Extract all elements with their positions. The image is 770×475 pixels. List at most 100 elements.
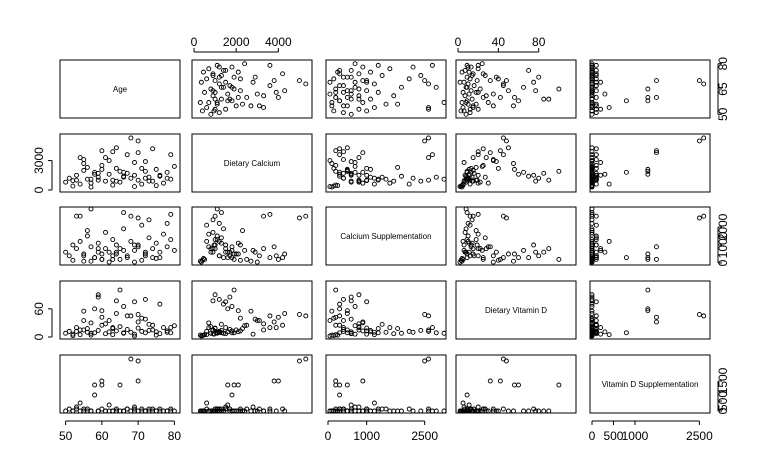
data-point: [589, 326, 595, 331]
data-point: [275, 314, 281, 320]
data-point: [337, 146, 343, 152]
data-point: [132, 160, 137, 165]
data-point: [202, 256, 207, 262]
data-point: [344, 94, 350, 100]
data-point: [341, 74, 346, 80]
data-point: [645, 86, 651, 92]
data-point: [495, 257, 501, 263]
data-point: [77, 400, 83, 406]
diagonal-label: Age: [113, 85, 128, 94]
data-point: [410, 175, 416, 181]
data-point: [103, 178, 108, 184]
data-point: [113, 298, 119, 304]
data-point: [598, 106, 604, 112]
data-point: [593, 83, 599, 89]
data-point: [84, 408, 90, 414]
axis-tick-label: 0: [325, 429, 332, 443]
data-point: [399, 84, 404, 90]
data-point: [348, 74, 354, 80]
data-point: [395, 326, 401, 331]
data-point: [199, 108, 205, 114]
data-point: [99, 251, 105, 257]
data-point: [348, 111, 354, 117]
data-point: [337, 98, 343, 104]
axis-tick-label: 2500: [686, 429, 713, 443]
data-point: [391, 331, 397, 337]
data-point: [231, 256, 237, 262]
data-point: [99, 163, 105, 168]
data-point: [475, 62, 481, 68]
axis-tick-label: 50: [716, 107, 730, 121]
data-point: [63, 249, 69, 255]
data-point: [379, 73, 385, 78]
data-point: [356, 96, 362, 102]
data-point: [212, 292, 218, 298]
data-point: [593, 213, 599, 219]
data-point: [280, 322, 286, 328]
data-point: [375, 89, 381, 95]
data-point: [426, 106, 431, 112]
data-point: [81, 318, 87, 324]
data-point: [470, 105, 476, 111]
data-point: [327, 91, 333, 97]
data-point: [227, 408, 233, 414]
data-point: [474, 242, 480, 248]
data-point: [66, 406, 72, 412]
data-point: [464, 237, 470, 243]
data-point: [460, 256, 466, 262]
data-point: [128, 329, 134, 335]
data-point: [341, 175, 346, 181]
data-point: [696, 312, 702, 317]
data-point: [337, 83, 343, 89]
data-point: [356, 106, 362, 112]
data-point: [526, 408, 532, 414]
data-point: [457, 259, 463, 265]
data-point: [406, 181, 412, 187]
data-point: [157, 249, 163, 255]
data-point: [216, 74, 222, 80]
data-point: [589, 228, 595, 234]
data-point: [216, 253, 222, 259]
data-point: [475, 152, 481, 158]
data-point: [645, 306, 651, 312]
data-point: [701, 135, 707, 141]
data-point: [164, 169, 170, 175]
axis-tick-label: 1500: [716, 367, 730, 394]
data-point: [526, 255, 532, 261]
data-point: [593, 172, 599, 178]
data-point: [235, 329, 241, 335]
data-point: [337, 67, 343, 73]
data-point: [475, 106, 481, 112]
data-point: [556, 168, 562, 174]
data-point: [297, 215, 302, 221]
data-point: [500, 152, 506, 158]
data-point: [327, 318, 333, 324]
axis-tick-label: 4000: [265, 35, 292, 49]
data-point: [589, 311, 595, 316]
data-point: [480, 71, 486, 77]
data-point: [63, 408, 69, 414]
data-point: [546, 408, 552, 414]
panel-frame-r1c4: [589, 133, 711, 193]
data-point: [204, 105, 210, 111]
data-point: [81, 258, 87, 264]
data-point: [110, 253, 116, 259]
data-point: [333, 168, 339, 174]
data-point: [84, 326, 90, 331]
data-point: [168, 237, 174, 243]
data-point: [593, 181, 599, 187]
data-point: [352, 404, 358, 410]
diagonal-label: Calcium Supplementation: [340, 232, 431, 241]
data-point: [218, 210, 224, 216]
data-point: [429, 325, 435, 331]
data-point: [516, 382, 521, 388]
data-point: [210, 408, 216, 414]
data-point: [229, 84, 235, 90]
data-point: [198, 259, 204, 265]
data-point: [344, 382, 350, 388]
data-point: [225, 382, 231, 388]
data-point: [231, 382, 237, 388]
data-point: [161, 180, 166, 186]
data-point: [223, 106, 229, 112]
data-point: [237, 408, 243, 414]
